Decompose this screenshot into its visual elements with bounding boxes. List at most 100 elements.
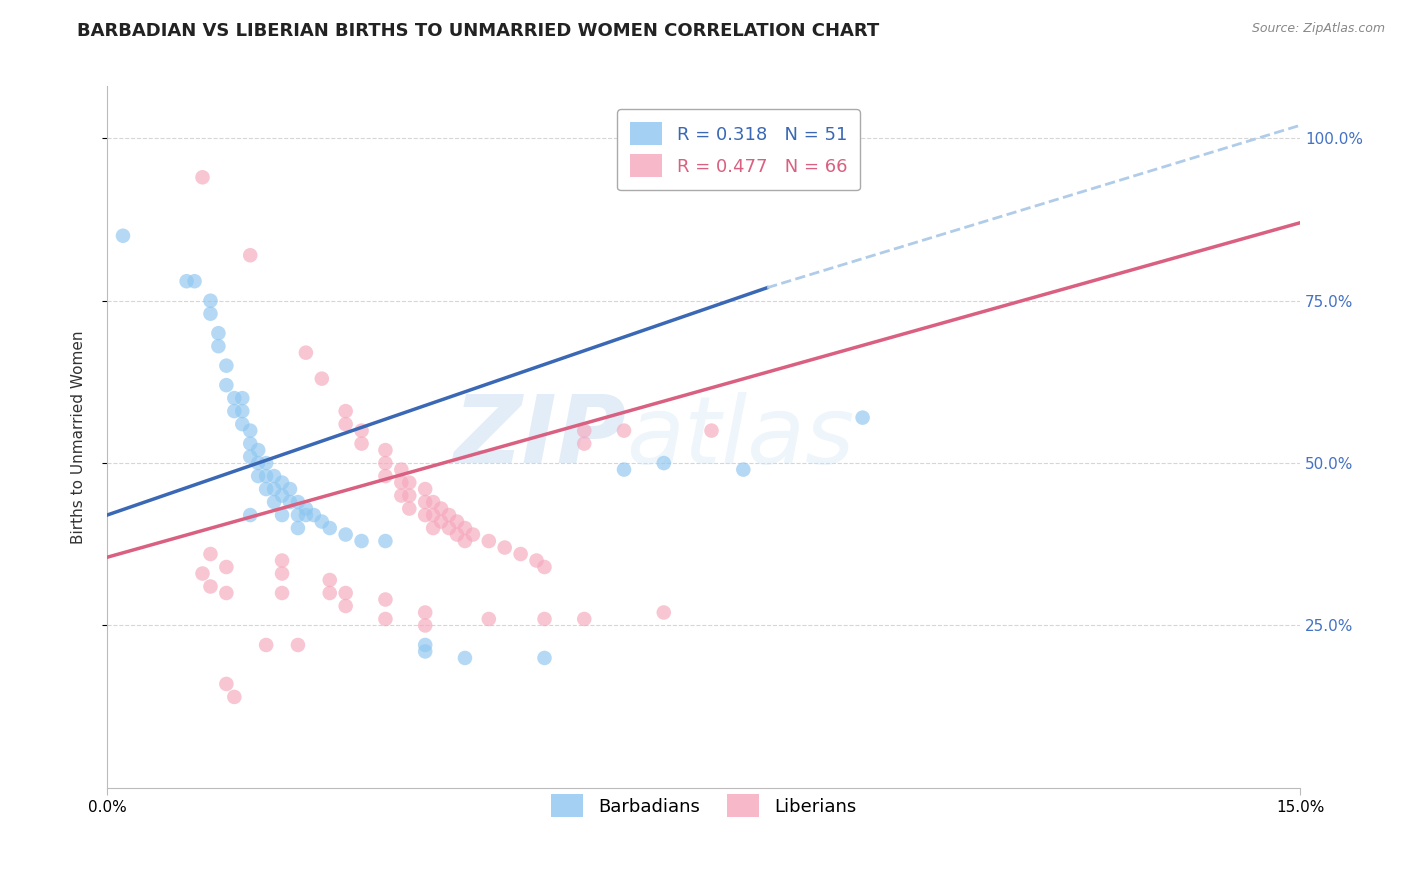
Point bbox=[454, 521, 477, 535]
Point bbox=[239, 508, 262, 522]
Point bbox=[295, 345, 318, 359]
Point bbox=[200, 307, 222, 321]
Point bbox=[335, 527, 357, 541]
Point bbox=[389, 462, 412, 476]
Point bbox=[215, 560, 238, 574]
Point bbox=[350, 424, 373, 438]
Point bbox=[350, 534, 373, 549]
Text: Source: ZipAtlas.com: Source: ZipAtlas.com bbox=[1251, 22, 1385, 36]
Point bbox=[215, 359, 238, 373]
Point bbox=[335, 599, 357, 613]
Point bbox=[374, 469, 396, 483]
Point bbox=[271, 586, 294, 600]
Point bbox=[319, 586, 342, 600]
Point bbox=[295, 501, 318, 516]
Point bbox=[183, 274, 205, 288]
Point bbox=[374, 443, 396, 458]
Point bbox=[374, 456, 396, 470]
Point bbox=[446, 515, 468, 529]
Text: atlas: atlas bbox=[626, 392, 855, 483]
Point bbox=[574, 436, 596, 450]
Point bbox=[437, 508, 460, 522]
Text: BARBADIAN VS LIBERIAN BIRTHS TO UNMARRIED WOMEN CORRELATION CHART: BARBADIAN VS LIBERIAN BIRTHS TO UNMARRIE… bbox=[77, 22, 880, 40]
Point bbox=[454, 534, 477, 549]
Point bbox=[454, 651, 477, 665]
Point bbox=[319, 521, 342, 535]
Point bbox=[239, 450, 262, 464]
Point bbox=[350, 436, 373, 450]
Point bbox=[422, 521, 444, 535]
Y-axis label: Births to Unmarried Women: Births to Unmarried Women bbox=[72, 330, 86, 544]
Point bbox=[398, 475, 420, 490]
Point bbox=[200, 580, 222, 594]
Point bbox=[302, 508, 325, 522]
Point bbox=[446, 527, 468, 541]
Point bbox=[852, 410, 875, 425]
Point bbox=[247, 456, 270, 470]
Point bbox=[700, 424, 723, 438]
Point bbox=[533, 612, 555, 626]
Point bbox=[239, 424, 262, 438]
Point bbox=[422, 495, 444, 509]
Point bbox=[271, 475, 294, 490]
Point bbox=[413, 508, 436, 522]
Point bbox=[231, 404, 253, 418]
Point bbox=[413, 495, 436, 509]
Point bbox=[389, 475, 412, 490]
Point bbox=[239, 436, 262, 450]
Point bbox=[263, 482, 285, 496]
Point bbox=[733, 462, 755, 476]
Point bbox=[176, 274, 198, 288]
Point bbox=[319, 573, 342, 587]
Text: ZIP: ZIP bbox=[453, 391, 626, 483]
Point bbox=[224, 404, 246, 418]
Point bbox=[413, 618, 436, 632]
Point bbox=[478, 612, 501, 626]
Point bbox=[389, 489, 412, 503]
Point bbox=[509, 547, 531, 561]
Point bbox=[224, 391, 246, 405]
Point bbox=[533, 560, 555, 574]
Point bbox=[215, 677, 238, 691]
Point bbox=[430, 515, 453, 529]
Point bbox=[335, 404, 357, 418]
Point bbox=[374, 612, 396, 626]
Point bbox=[111, 228, 134, 243]
Point bbox=[247, 469, 270, 483]
Point bbox=[271, 566, 294, 581]
Point bbox=[207, 339, 229, 353]
Point bbox=[574, 612, 596, 626]
Point bbox=[422, 508, 444, 522]
Point bbox=[413, 638, 436, 652]
Point bbox=[295, 508, 318, 522]
Point bbox=[413, 482, 436, 496]
Point bbox=[287, 495, 309, 509]
Point bbox=[335, 586, 357, 600]
Point bbox=[461, 527, 484, 541]
Point bbox=[437, 521, 460, 535]
Point bbox=[254, 456, 277, 470]
Point bbox=[215, 586, 238, 600]
Point bbox=[652, 606, 675, 620]
Point bbox=[311, 371, 333, 385]
Point bbox=[207, 326, 229, 341]
Point bbox=[287, 521, 309, 535]
Point bbox=[271, 489, 294, 503]
Point bbox=[215, 378, 238, 392]
Point bbox=[200, 547, 222, 561]
Point bbox=[191, 566, 214, 581]
Point bbox=[271, 508, 294, 522]
Point bbox=[335, 417, 357, 431]
Point bbox=[398, 501, 420, 516]
Point bbox=[287, 638, 309, 652]
Point bbox=[652, 456, 675, 470]
Point bbox=[254, 482, 277, 496]
Point bbox=[271, 553, 294, 567]
Point bbox=[287, 508, 309, 522]
Point bbox=[239, 248, 262, 262]
Point bbox=[374, 592, 396, 607]
Point bbox=[278, 495, 301, 509]
Point bbox=[533, 651, 555, 665]
Point bbox=[263, 495, 285, 509]
Point bbox=[574, 424, 596, 438]
